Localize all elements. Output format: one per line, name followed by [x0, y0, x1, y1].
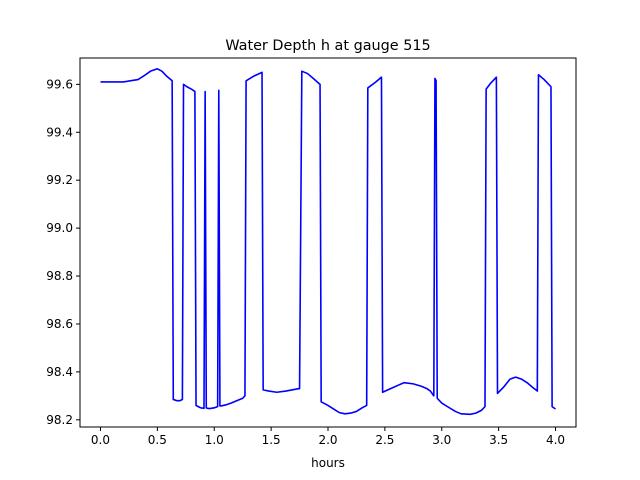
x-tick-label: 4.0: [546, 433, 565, 447]
y-tick-label: 98.6: [46, 317, 73, 331]
x-tick-label: 3.0: [432, 433, 451, 447]
y-tick-label: 98.4: [46, 365, 73, 379]
series-line-0: [100, 67, 556, 416]
series-layer: [100, 67, 556, 416]
x-tick-label: 1.5: [262, 433, 281, 447]
chart-title: Water Depth h at gauge 515: [225, 38, 430, 54]
y-tick-label: 98.8: [46, 269, 73, 283]
x-tick-label: 0.5: [148, 433, 167, 447]
x-tick-label: 3.5: [489, 433, 508, 447]
x-axis-label: hours: [311, 456, 345, 470]
x-tick-label: 2.5: [375, 433, 394, 447]
x-tick-label: 1.0: [205, 433, 224, 447]
y-tick-label: 98.2: [46, 413, 73, 427]
y-tick-label: 99.6: [46, 77, 73, 91]
x-tick-label: 0.0: [91, 433, 110, 447]
y-tick-label: 99.0: [46, 221, 73, 235]
x-axis: 0.0 0.5 1.0 1.5 2.0 2.5 3.0 3.5 4.0: [91, 427, 565, 447]
y-axis: 98.2 98.4 98.6 98.8 99.0 99.2 99.4 99.6: [46, 77, 80, 427]
y-tick-label: 99.4: [46, 125, 73, 139]
x-tick-label: 2.0: [318, 433, 337, 447]
y-tick-label: 99.2: [46, 173, 73, 187]
